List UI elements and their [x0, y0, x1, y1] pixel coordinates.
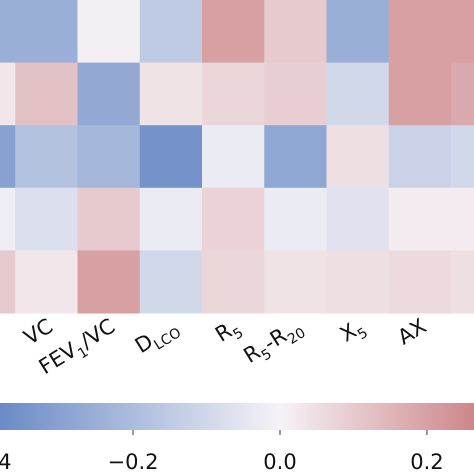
heatmap-cell — [326, 0, 390, 64]
heatmap-cell — [326, 62, 390, 126]
label-text: VC — [20, 314, 57, 350]
heatmap-cell — [388, 125, 452, 189]
heatmap-cell — [451, 62, 474, 126]
heatmap-cell — [264, 62, 327, 126]
heatmap-cell — [264, 0, 327, 64]
heatmap-cell — [388, 62, 452, 126]
heatmap-cell — [388, 187, 452, 251]
heatmap-cell — [0, 187, 16, 251]
label-subscript: LCO — [151, 325, 184, 354]
heatmap-cell — [451, 125, 474, 189]
heatmap-cell — [77, 187, 141, 251]
heatmap-cell — [326, 125, 390, 189]
x-tick-label: VC — [20, 314, 57, 350]
heatmap-cell — [139, 62, 203, 126]
heatmap-cell — [139, 250, 203, 314]
heatmap-cell — [15, 0, 78, 64]
heatmap-cell — [264, 125, 327, 189]
colorbar — [0, 403, 474, 430]
x-tick-label: AX — [393, 314, 430, 350]
heatmap-cell — [0, 250, 16, 314]
x-tick-label: R5-R20 — [239, 314, 308, 372]
heatmap-cell — [202, 187, 265, 251]
colorbar-tick-label: −0.2 — [108, 450, 159, 474]
heatmap-cell — [326, 250, 390, 314]
heatmap-cell — [77, 62, 141, 126]
heatmap-cell — [15, 62, 78, 126]
heatmap-cell — [0, 0, 16, 64]
heatmap-cell — [451, 250, 474, 314]
label-text: AX — [393, 314, 430, 350]
heatmap-cell — [202, 0, 265, 64]
colorbar-tick-label: 0.2 — [410, 450, 443, 474]
heatmap-cell — [388, 0, 452, 64]
heatmap-cell — [326, 187, 390, 251]
heatmap-cell — [15, 250, 78, 314]
heatmap-cell — [77, 250, 141, 314]
heatmap-cell — [264, 187, 327, 251]
heatmap-cell — [202, 125, 265, 189]
heatmap-cell — [0, 62, 16, 126]
heatmap-cell — [202, 250, 265, 314]
heatmap-cell — [139, 187, 203, 251]
heatmap-cell — [77, 0, 141, 64]
colorbar-tick-label: −0.4 — [0, 450, 12, 474]
colorbar-tick-label: 0.0 — [263, 450, 296, 474]
x-tick-label: X5 — [336, 314, 371, 351]
heatmap-cell — [15, 187, 78, 251]
heatmap-cell — [388, 250, 452, 314]
heatmap-cell — [15, 125, 78, 189]
heatmap-cell — [202, 62, 265, 126]
heatmap-cell — [451, 0, 474, 64]
heatmap-cell — [139, 0, 203, 64]
heatmap-cell — [0, 125, 16, 189]
heatmap-cell — [451, 187, 474, 251]
x-tick-label: DLCO — [131, 314, 184, 362]
heatmap-cell — [264, 250, 327, 314]
heatmap-cell — [77, 125, 141, 189]
heatmap-cell — [139, 125, 203, 189]
